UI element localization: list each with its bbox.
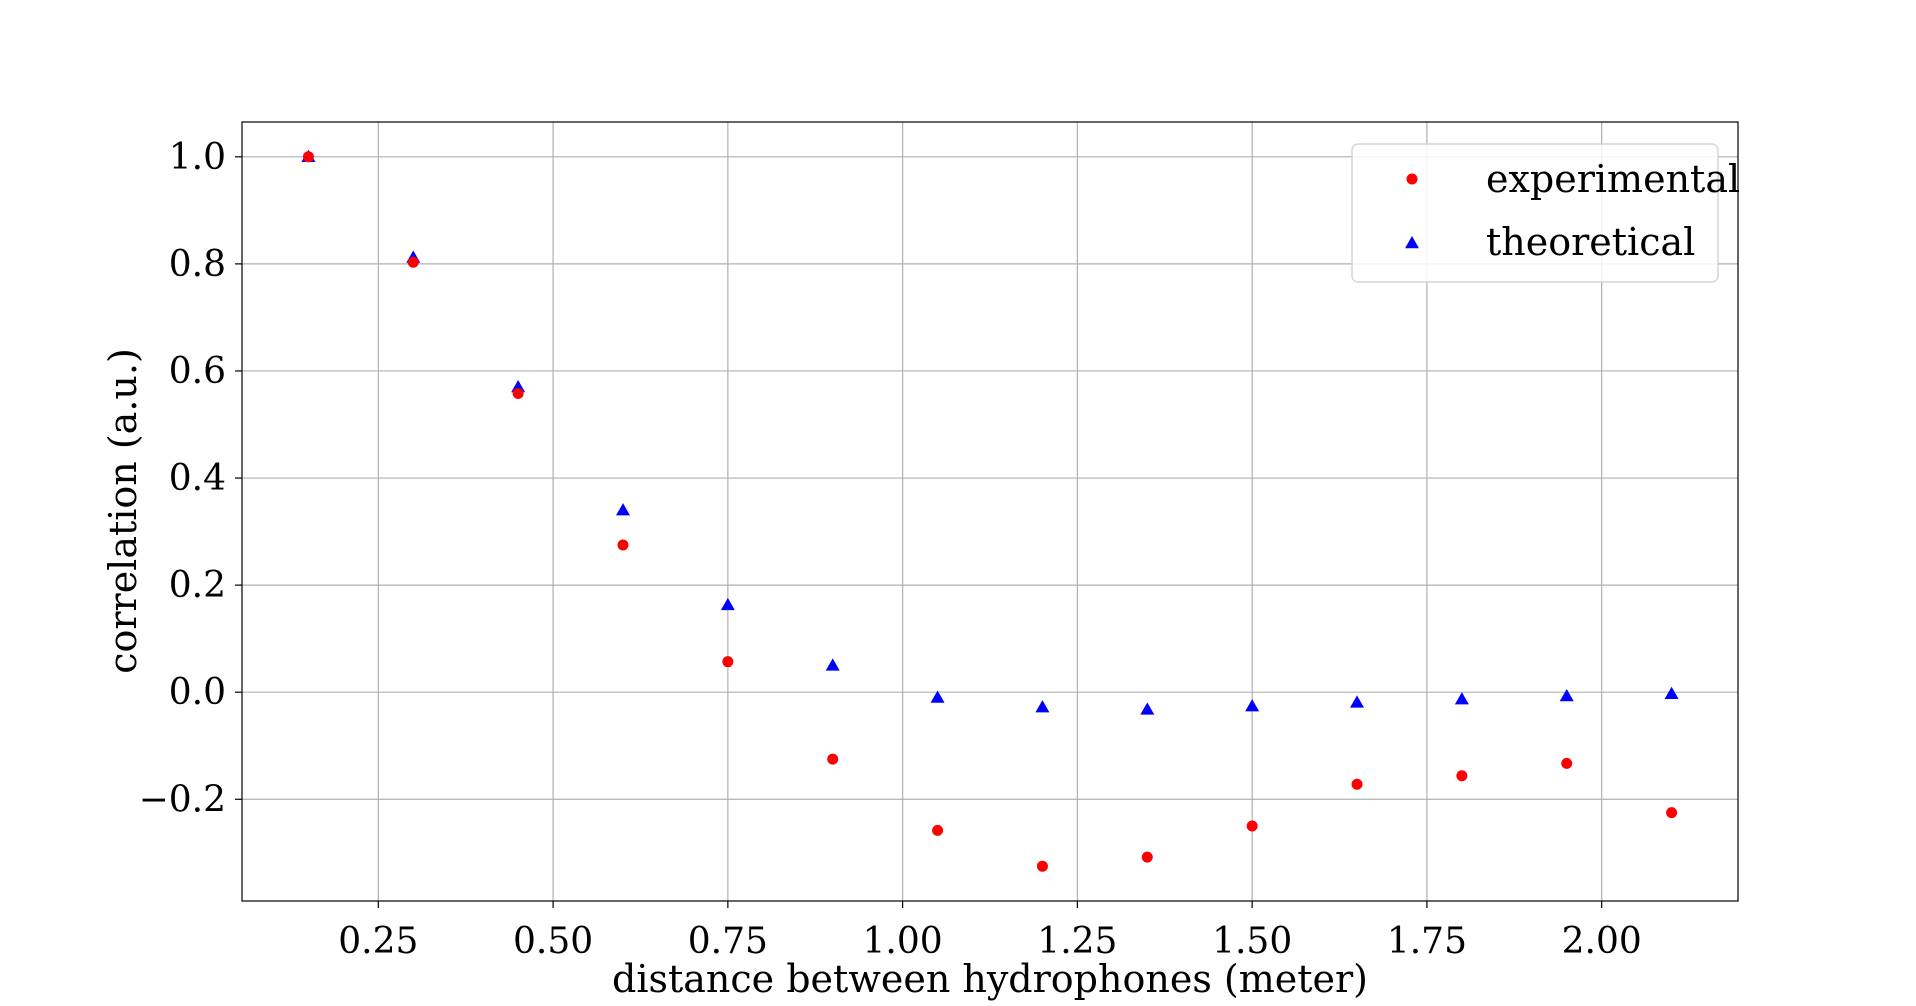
legend-label-theoretical: theoretical xyxy=(1486,220,1695,264)
x-tick-label: 1.25 xyxy=(1037,921,1117,962)
point-theoretical xyxy=(825,658,840,671)
point-theoretical xyxy=(1350,695,1365,708)
legend: experimental theoretical xyxy=(1351,143,1740,283)
legend-marker-theoretical xyxy=(1405,236,1419,249)
point-experimental xyxy=(617,539,629,551)
y-tick-label: 0.4 xyxy=(169,458,226,499)
y-axis-label: correlation (a.u.) xyxy=(101,348,145,674)
point-experimental xyxy=(302,151,314,163)
point-theoretical xyxy=(1664,686,1679,700)
legend-label-experimental: experimental xyxy=(1486,157,1740,201)
x-tick-label: 0.25 xyxy=(338,921,418,962)
point-theoretical xyxy=(1559,688,1574,702)
y-tick-label: 0.2 xyxy=(169,565,226,606)
point-experimental xyxy=(722,656,734,668)
x-tick-label: 0.75 xyxy=(688,921,768,962)
point-theoretical xyxy=(1245,699,1260,712)
x-tick-label: 2.00 xyxy=(1562,921,1642,962)
y-tick-label: 0.6 xyxy=(169,351,226,392)
x-tick-label: 1.75 xyxy=(1387,921,1467,962)
point-experimental xyxy=(1456,770,1468,782)
point-experimental xyxy=(1036,860,1048,872)
point-experimental xyxy=(1246,820,1258,832)
y-tick-label: 0.0 xyxy=(169,672,226,713)
point-experimental xyxy=(1561,757,1573,769)
point-experimental xyxy=(1666,807,1678,819)
point-theoretical xyxy=(720,597,735,611)
axis-ticks: 0.25 0.50 0.75 1.00 1.25 1.50 1.75 2.00 −0.2 0.0 0… xyxy=(139,137,1642,962)
point-experimental xyxy=(1141,851,1153,863)
point-experimental xyxy=(827,753,839,765)
point-experimental xyxy=(1351,778,1363,790)
point-experimental xyxy=(512,387,524,399)
data-points xyxy=(301,149,1679,872)
legend-markers xyxy=(1405,173,1419,249)
plot-frame xyxy=(241,121,1739,902)
y-tick-label: −0.2 xyxy=(139,779,226,820)
point-theoretical xyxy=(1035,700,1050,713)
x-tick-label: 1.00 xyxy=(863,921,943,962)
point-experimental xyxy=(932,824,944,836)
point-theoretical xyxy=(1140,702,1155,715)
legend-marker-experimental xyxy=(1406,173,1418,185)
point-experimental xyxy=(407,256,419,268)
y-tick-label: 1.0 xyxy=(169,137,226,178)
point-theoretical xyxy=(1454,692,1469,705)
x-tick-label: 1.50 xyxy=(1212,921,1292,962)
y-tick-label: 0.8 xyxy=(169,244,226,285)
x-axis-label: distance between hydrophones (meter) xyxy=(612,957,1368,1001)
legend-box xyxy=(1351,143,1719,283)
x-tick-label: 0.50 xyxy=(513,921,593,962)
point-theoretical xyxy=(930,690,945,703)
point-theoretical xyxy=(615,503,630,516)
